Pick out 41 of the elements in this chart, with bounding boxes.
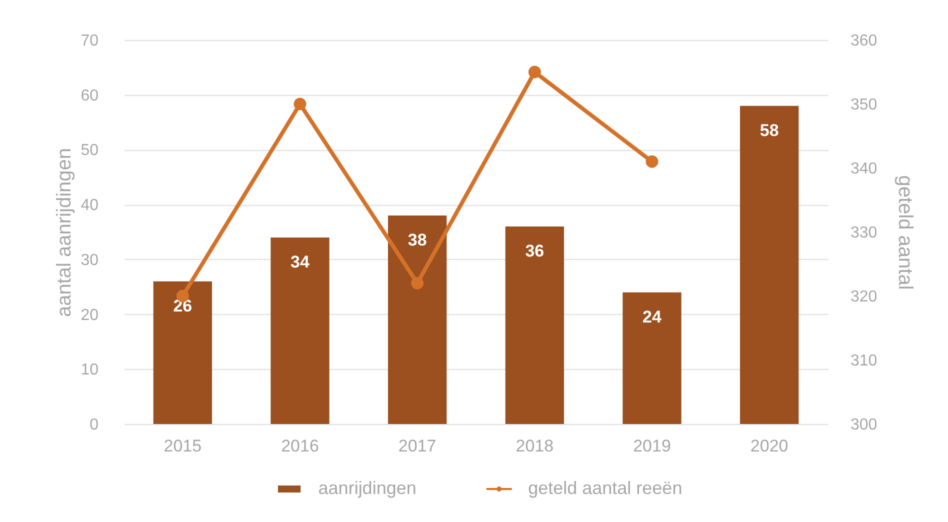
- x-tick-label: 2018: [516, 436, 554, 456]
- data-label: 24: [642, 307, 662, 326]
- x-tick-label: 2017: [398, 436, 436, 456]
- data-label: 34: [290, 252, 310, 272]
- y2-tick-label: 310: [850, 352, 878, 370]
- point: [411, 276, 424, 290]
- y-tick-label: 60: [80, 87, 99, 104]
- bar: [153, 281, 212, 424]
- x-tick-label: 2020: [750, 436, 788, 456]
- y2-tick-label: 360: [850, 32, 878, 50]
- x-tick-label: 2015: [164, 436, 202, 456]
- y2-tick-label: 330: [850, 224, 878, 242]
- bar: [270, 237, 330, 424]
- bar: [388, 216, 447, 424]
- data-label: 38: [408, 230, 427, 250]
- bar: [622, 292, 682, 424]
- y-tick-label: 0: [90, 416, 99, 434]
- point: [294, 98, 306, 110]
- bar: [740, 106, 799, 424]
- point: [528, 66, 541, 78]
- y2-tick-label: 320: [850, 288, 878, 306]
- data-label: 58: [760, 120, 779, 140]
- y2-tick-label: 300: [850, 416, 878, 434]
- y2-tick-label: 350: [850, 96, 878, 114]
- y-tick-label: 40: [80, 197, 99, 214]
- x-tick-label: 2019: [633, 436, 671, 456]
- x-tick-label: 2016: [281, 436, 319, 456]
- legend-label: aanrijdingen: [318, 478, 416, 498]
- bar: [505, 226, 564, 424]
- legend-label: geteld aantal reeën: [528, 478, 682, 498]
- y-tick-label: 20: [80, 306, 99, 324]
- y-tick-label: 30: [80, 252, 99, 269]
- data-label: 36: [525, 242, 544, 261]
- point: [646, 155, 658, 168]
- y-tick-label: 50: [80, 142, 99, 160]
- y2-axis-title: geteld aantal: [894, 175, 916, 290]
- y-tick-label: 70: [80, 32, 99, 50]
- y-tick-label: 10: [80, 362, 99, 379]
- y2-tick-label: 340: [850, 160, 878, 178]
- y-axis-title: aantal aanrijdingen: [54, 148, 76, 318]
- data-label: 26: [173, 296, 192, 316]
